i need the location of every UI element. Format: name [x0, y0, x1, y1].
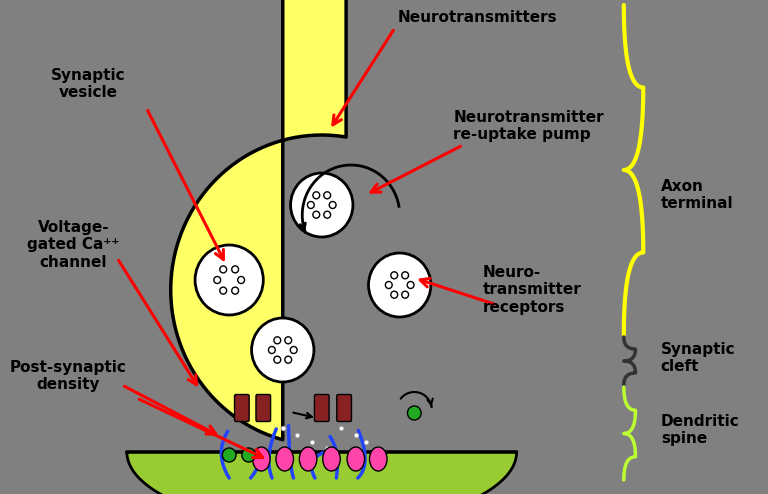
FancyBboxPatch shape	[314, 395, 329, 421]
Circle shape	[391, 291, 398, 298]
Circle shape	[369, 253, 431, 317]
Circle shape	[324, 211, 330, 218]
Circle shape	[195, 245, 263, 315]
Circle shape	[402, 272, 409, 279]
Circle shape	[238, 277, 244, 284]
Text: Neuro-
transmitter
receptors: Neuro- transmitter receptors	[482, 265, 581, 315]
Polygon shape	[127, 452, 517, 494]
Circle shape	[285, 337, 292, 344]
Polygon shape	[170, 0, 346, 440]
Circle shape	[402, 291, 409, 298]
Ellipse shape	[276, 447, 293, 471]
Text: Axon
terminal: Axon terminal	[660, 179, 733, 211]
Circle shape	[274, 356, 281, 363]
Text: Voltage-
gated Ca⁺⁺
channel: Voltage- gated Ca⁺⁺ channel	[27, 220, 120, 270]
Text: Neurotransmitter
re-uptake pump: Neurotransmitter re-uptake pump	[453, 110, 604, 142]
Circle shape	[386, 282, 392, 288]
Text: Synaptic
vesicle: Synaptic vesicle	[51, 68, 125, 100]
Circle shape	[232, 266, 239, 273]
Circle shape	[223, 448, 236, 462]
FancyBboxPatch shape	[234, 395, 249, 421]
Text: Dendritic
spine: Dendritic spine	[660, 414, 740, 446]
FancyBboxPatch shape	[337, 395, 352, 421]
Circle shape	[274, 337, 281, 344]
Circle shape	[232, 287, 239, 294]
Ellipse shape	[300, 447, 317, 471]
Circle shape	[242, 448, 256, 462]
Ellipse shape	[369, 447, 387, 471]
Circle shape	[220, 266, 227, 273]
Circle shape	[307, 202, 314, 208]
Circle shape	[313, 192, 319, 199]
Circle shape	[252, 318, 314, 382]
Circle shape	[329, 202, 336, 208]
Circle shape	[407, 282, 414, 288]
Circle shape	[290, 346, 297, 354]
Ellipse shape	[323, 447, 340, 471]
Ellipse shape	[347, 447, 365, 471]
Circle shape	[269, 346, 275, 354]
Circle shape	[285, 356, 292, 363]
Circle shape	[214, 277, 220, 284]
Text: Synaptic
cleft: Synaptic cleft	[660, 342, 736, 374]
Circle shape	[324, 192, 330, 199]
Circle shape	[391, 272, 398, 279]
Circle shape	[313, 211, 319, 218]
Text: Neurotransmitters: Neurotransmitters	[398, 10, 558, 25]
Ellipse shape	[253, 447, 270, 471]
Text: Post-synaptic
density: Post-synaptic density	[10, 360, 127, 392]
Circle shape	[408, 406, 421, 420]
Circle shape	[220, 287, 227, 294]
Circle shape	[290, 173, 353, 237]
FancyBboxPatch shape	[256, 395, 270, 421]
